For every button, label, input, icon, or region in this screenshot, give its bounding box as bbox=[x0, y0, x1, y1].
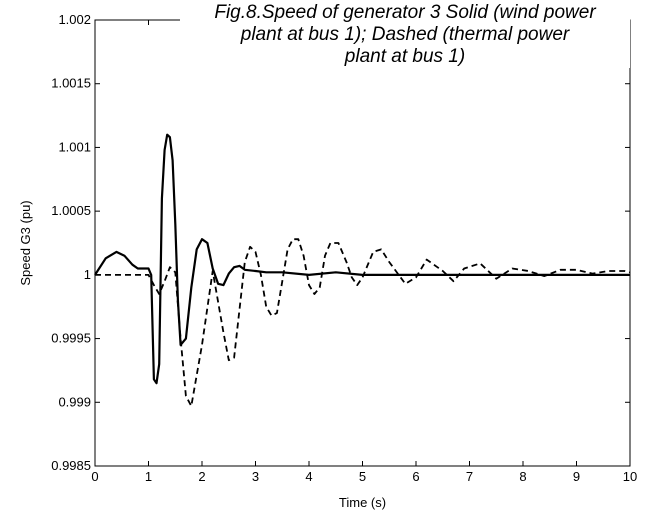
x-axis-label: Time (s) bbox=[339, 495, 386, 510]
chart-title-line-2: plant at bus 1); Dashed (thermal power bbox=[180, 24, 630, 46]
y-tick-label: 1.002 bbox=[58, 12, 91, 27]
chart-title-line-3: plant at bus 1) bbox=[180, 46, 630, 68]
x-tick-label: 6 bbox=[412, 469, 419, 484]
y-tick-label: 1.001 bbox=[58, 139, 91, 154]
x-tick-label: 4 bbox=[305, 469, 312, 484]
chart-title-line-1: Fig.8.Speed of generator 3 Solid (wind p… bbox=[180, 2, 630, 24]
x-tick-label: 2 bbox=[198, 469, 205, 484]
series-solid-line bbox=[94, 133, 630, 385]
y-tick-label: 0.999 bbox=[58, 394, 91, 409]
y-tick-label: 1.0005 bbox=[51, 203, 91, 218]
x-tick-label: 8 bbox=[519, 469, 526, 484]
y-tick-label: 1 bbox=[84, 267, 91, 282]
x-tick-label: 10 bbox=[623, 469, 637, 484]
x-tick-label: 3 bbox=[252, 469, 259, 484]
y-axis-label: Speed G3 (pu) bbox=[18, 200, 33, 285]
y-tick-label: 0.9985 bbox=[51, 458, 91, 473]
x-tick-label: 9 bbox=[573, 469, 580, 484]
x-tick-label: 7 bbox=[466, 469, 473, 484]
x-tick-label: 1 bbox=[145, 469, 152, 484]
series-dashed-line bbox=[95, 238, 631, 408]
y-tick-label: 0.9995 bbox=[51, 331, 91, 346]
x-tick-label: 0 bbox=[91, 469, 98, 484]
x-tick-label: 5 bbox=[359, 469, 366, 484]
y-tick-label: 1.0015 bbox=[51, 76, 91, 91]
